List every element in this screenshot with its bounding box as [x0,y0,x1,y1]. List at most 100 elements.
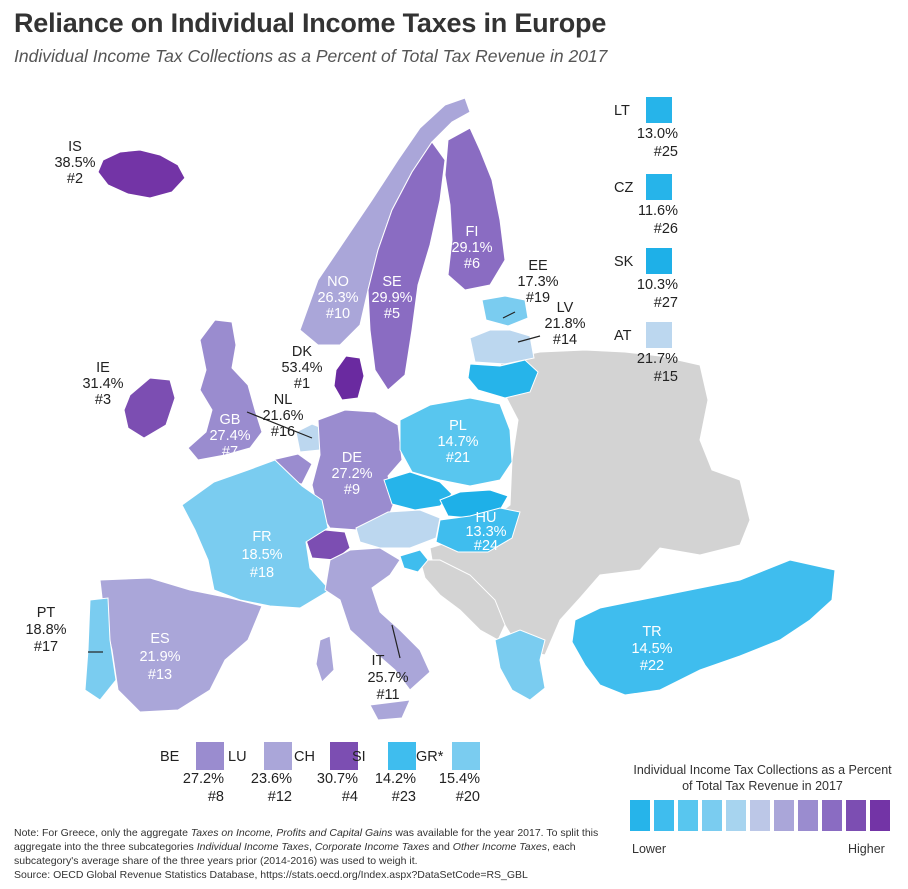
legend-swatch [798,800,818,831]
callout-rank: #26 [653,221,678,237]
color-swatch [330,742,358,770]
country-shape-AT [355,509,441,549]
country-shape-IT [324,547,431,691]
color-swatch [196,742,224,770]
color-swatch [646,174,672,200]
callout-code: BE [160,749,180,765]
country-shape-GR [494,629,546,701]
note-emphasis: Taxes on Income, Profits and Capital Gai… [190,827,393,839]
legend-swatch [870,800,890,831]
callout-rank: #20 [455,789,480,805]
callout-code: LU [228,749,247,765]
note-text: was available for the year 2017. To spli… [14,827,599,853]
note-text: , [308,841,315,853]
country-shape-HU [435,507,521,553]
country-shape-IT-sardinia [315,635,335,683]
note-emphasis: Individual Income Taxes [196,841,309,853]
page-title: Reliance on Individual Income Taxes in E… [14,8,607,38]
legend-swatch [630,800,650,831]
label-FR: FR 18.5% #18 [241,529,282,581]
callout-value: 14.2% [374,771,416,787]
country-shape-TR [571,559,836,696]
callout-rank: #23 [391,789,416,805]
legend-swatch [846,800,866,831]
legend-swatch [726,800,746,831]
callout-rank: #27 [653,295,678,311]
callout-value: 10.3% [636,277,678,293]
callout-rank: #12 [267,789,292,805]
legend-low-label: Lower [632,842,667,856]
label-NO: NO 26.3% #10 [317,274,358,322]
callout-value: 11.6% [637,203,678,219]
country-shape-EE [481,295,529,327]
country-shape-LT [467,359,539,399]
label-ES: ES 21.9% #13 [139,631,180,683]
country-shape-IT-sicily [369,699,411,721]
legend-swatch [654,800,674,831]
callout-value: 13.0% [636,126,678,142]
label-DE: DE 27.2% #9 [331,450,372,498]
color-swatch [646,248,672,274]
country-shape-DK [333,355,365,401]
legend-swatch [678,800,698,831]
callout-code: CH [294,749,315,765]
callout-code: GR* [416,749,444,765]
callout-rank: #8 [207,789,224,805]
label-PL: PL 14.7% #21 [437,418,478,466]
legend-color-scale [630,800,890,831]
callout-value: 23.6% [250,771,292,787]
page-subtitle: Individual Income Tax Collections as a P… [14,46,608,66]
callout-rank: #25 [653,144,678,160]
color-swatch [388,742,416,770]
note-emphasis: Other Income Taxes [452,841,547,853]
legend-title: Individual Income Tax Collections as a P… [633,763,892,793]
legend-swatch [702,800,722,831]
label-NL: NL 21.6% #16 [262,392,303,440]
country-shape-NO [299,97,471,346]
callout-code: CZ [614,180,634,196]
note-text: Note: For Greece, only the aggregate [14,827,191,839]
label-GB: GB 27.4% #7 [209,412,250,460]
callout-rank: #15 [653,369,678,385]
label-DK: DK 53.4% #1 [281,344,322,392]
color-swatch [264,742,292,770]
color-swatch [646,322,672,348]
callout-value: 15.4% [438,771,480,787]
leader-lines [88,311,541,659]
legend-swatch [750,800,770,831]
callout-code: SI [352,749,366,765]
callout-code: AT [614,328,632,344]
country-shape-PT [84,597,117,701]
label-EE: EE 17.3% #19 [517,258,558,306]
callout-code: SK [614,254,634,270]
note-emphasis: Corporate Income Taxes [314,841,430,853]
color-swatch [646,97,672,123]
label-HU: HU 13.3% #24 [465,510,506,554]
label-LV: LV 21.8% #14 [544,300,585,348]
label-PT: PT 18.8% #17 [25,605,66,655]
country-shape-SI [399,549,429,573]
country-shape-IE [123,377,176,439]
note-text: , each subcategory's average share of th… [14,841,576,867]
callout-value: 21.7% [636,351,678,367]
callout-value: 30.7% [316,771,358,787]
label-IS: IS 38.5% #2 [54,139,95,187]
callout-value: 27.2% [182,771,224,787]
legend-swatch [822,800,842,831]
callout-code: LT [614,103,630,119]
label-SE: SE 29.9% #5 [371,274,412,322]
country-shape-IS [97,149,186,199]
color-swatch [452,742,480,770]
country-shape-LV [469,329,535,365]
country-shape-GB [187,319,263,461]
note-text: and [429,841,453,853]
country-shape-FI [444,127,506,291]
footnote: Note: For Greece, only the aggregate Tax… [14,826,614,882]
country-shape-SE [367,141,446,391]
callout-rank: #4 [341,789,358,805]
label-FI: FI 29.1% #6 [451,224,492,272]
label-TR: TR 14.5% #22 [631,624,672,674]
legend-high-label: Higher [848,842,885,856]
label-IT: IT 25.7% #11 [367,653,408,703]
